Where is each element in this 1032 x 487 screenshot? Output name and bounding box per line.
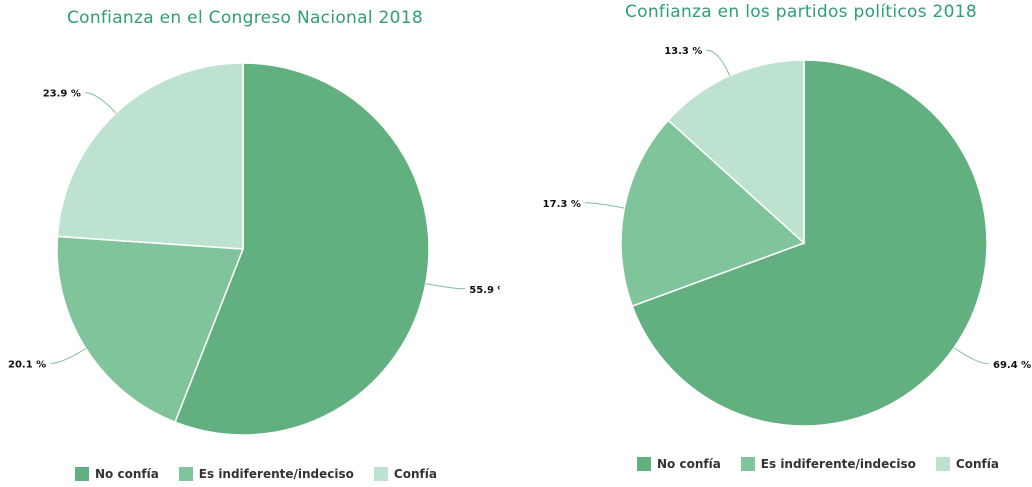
- chart-partidos: Confianza en los partidos políticos 2018…: [530, 0, 1032, 487]
- legend-item-indiferente[interactable]: Es indiferente/indeciso: [740, 457, 916, 471]
- legend-swatch: [373, 467, 388, 481]
- legend: No confía Es indiferente/indeciso Confía: [75, 467, 437, 481]
- leader-line: [84, 92, 117, 114]
- legend-item-indiferente[interactable]: Es indiferente/indeciso: [178, 467, 354, 481]
- leader-line: [953, 347, 990, 365]
- leader-line: [706, 49, 731, 76]
- legend-label: Es indiferente/indeciso: [760, 457, 916, 471]
- leader-line: [584, 202, 625, 209]
- chart-title: Confianza en los partidos políticos 2018: [624, 2, 978, 22]
- chart-title: Confianza en el Congreso Nacional 2018: [66, 8, 424, 28]
- slice-indiferente[interactable]: [620, 119, 806, 308]
- slice-confia[interactable]: [667, 59, 805, 245]
- leader-line: [425, 283, 466, 290]
- legend-label: No confía: [95, 467, 159, 481]
- legend-label: Confía: [393, 467, 437, 481]
- pie-chart: 69.4 % 17.3 % 13.3 %: [543, 46, 1031, 427]
- data-label: 23.9 %: [43, 89, 81, 100]
- pie-chart: 55.9 % 20.1 % 23.9 %: [8, 62, 500, 436]
- legend-swatch: [740, 457, 755, 471]
- data-label: 20.1 %: [8, 359, 46, 370]
- legend-label: Es indiferente/indeciso: [198, 467, 354, 481]
- slice-no-confia[interactable]: [631, 59, 988, 427]
- legend-swatch: [935, 457, 950, 471]
- legend-item-confia[interactable]: Confía: [373, 467, 437, 481]
- data-label: 17.3 %: [543, 199, 581, 210]
- legend: No confía Es indiferente/indeciso Confía: [637, 457, 999, 471]
- legend-swatch: [75, 467, 89, 481]
- legend-item-confia[interactable]: Confía: [935, 457, 999, 471]
- legend-label: Confía: [955, 457, 999, 471]
- legend-item-no-confia[interactable]: No confía: [637, 457, 721, 471]
- legend-label: No confía: [657, 457, 721, 471]
- legend-item-no-confia[interactable]: No confía: [75, 467, 159, 481]
- slice-indiferente[interactable]: [56, 235, 245, 424]
- data-label: 69.4 %: [993, 360, 1031, 371]
- data-label: 13.3 %: [664, 46, 702, 57]
- leader-line: [50, 348, 87, 364]
- chart-congreso: Confianza en el Congreso Nacional 2018 5…: [0, 0, 500, 487]
- legend-swatch: [637, 457, 651, 471]
- data-label: 55.9 %: [469, 285, 500, 296]
- slice-confia[interactable]: [56, 62, 244, 250]
- legend-swatch: [178, 467, 193, 481]
